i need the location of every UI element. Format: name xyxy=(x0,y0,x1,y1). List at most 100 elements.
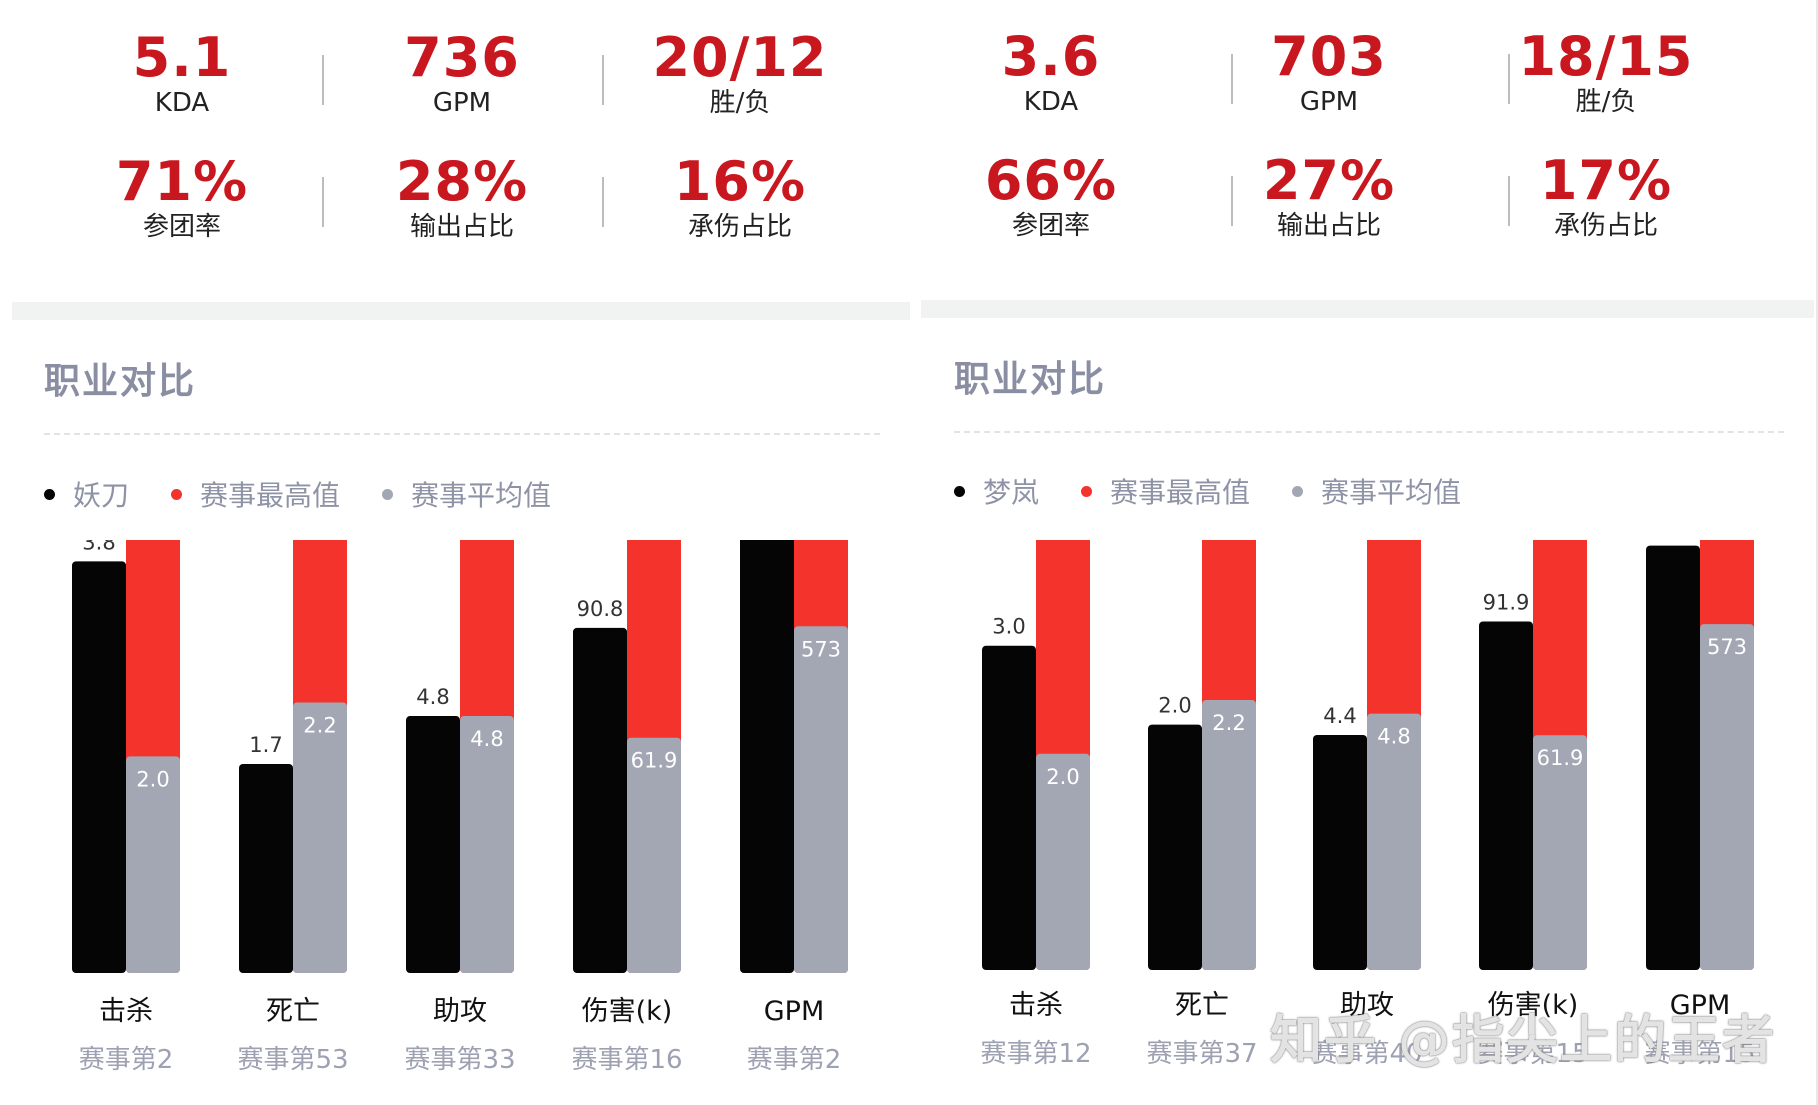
rank-label-0: 赛事第2 xyxy=(79,1045,174,1075)
stat-tank-share: 16% 承伤占比 xyxy=(600,152,880,243)
stat-win-loss: 18/15 胜/负 xyxy=(1466,25,1746,118)
stat-label: 参团率 xyxy=(1011,211,1090,241)
legend-dot xyxy=(1292,485,1304,497)
section-title: 职业对比 xyxy=(44,361,197,402)
stat-label: GPM xyxy=(432,88,492,118)
category-label-0: 击杀 xyxy=(99,996,153,1027)
value-label-avg-3: 61.9 xyxy=(1537,746,1584,770)
legend-dot xyxy=(1081,485,1093,497)
legend-item-max: 赛事最高值 xyxy=(1081,471,1250,511)
stat-value: 28% xyxy=(395,150,529,213)
category-label-2: 助攻 xyxy=(433,996,487,1027)
bar-avg-2 xyxy=(460,716,514,973)
stat-label: GPM xyxy=(1299,87,1359,117)
bar-avg-2 xyxy=(1367,713,1421,970)
bar-player-0 xyxy=(982,645,1036,970)
stat-label: 输出占比 xyxy=(1276,211,1381,241)
stat-tank-share: 17% 承伤占比 xyxy=(1466,149,1746,242)
stat-label: 参团率 xyxy=(142,212,221,242)
stat-label: 输出占比 xyxy=(409,212,514,242)
value-label-avg-4: 573 xyxy=(1707,635,1747,659)
chart-svg: 3.84.22.0击杀赛事第21.73.72.2死亡赛事第534.88.54.8… xyxy=(72,540,848,1075)
rank-label-4: 赛事第15 xyxy=(1644,1039,1755,1069)
dashed-divider xyxy=(954,431,1784,433)
stat-value: 3.6 xyxy=(1001,25,1101,88)
legend-label: 赛事平均值 xyxy=(411,479,552,512)
legend-label: 赛事最高值 xyxy=(200,479,341,512)
divider xyxy=(1508,176,1510,226)
value-label-player-3: 91.9 xyxy=(1483,590,1530,614)
divider xyxy=(322,55,324,105)
stat-kda: 3.6 KDA xyxy=(911,25,1191,118)
legend-dot xyxy=(382,488,394,500)
bar-player-3 xyxy=(573,627,627,973)
legend-dot xyxy=(44,488,55,500)
rank-label-2: 赛事第33 xyxy=(404,1045,515,1075)
stats-grid: 5.1 KDA 736 GPM 20/12 胜/负 71% 参团率 28% 输出… xyxy=(0,0,909,300)
stat-value: 18/15 xyxy=(1518,25,1694,88)
legend-label: 妖刀 xyxy=(73,479,130,512)
category-label-0: 击杀 xyxy=(1009,990,1063,1021)
rank-label-1: 赛事第37 xyxy=(1146,1039,1257,1069)
section-band xyxy=(921,300,1814,318)
stat-value: 5.1 xyxy=(132,26,232,89)
legend-item-max: 赛事最高值 xyxy=(171,474,340,514)
stat-label: 承伤占比 xyxy=(1553,211,1658,241)
category-label-4: GPM xyxy=(1670,990,1731,1021)
value-label-avg-0: 2.0 xyxy=(1046,765,1079,789)
value-label-player-3: 90.8 xyxy=(577,597,624,621)
chart-legend: 妖刀 赛事最高值 赛事平均值 xyxy=(44,474,593,514)
stat-win-loss: 20/12 胜/负 xyxy=(600,28,880,119)
rank-label-0: 赛事第12 xyxy=(980,1039,1091,1069)
divider xyxy=(602,177,604,227)
bar-avg-3 xyxy=(1533,735,1587,970)
bar-chart-right: 3.04.22.0击杀赛事第122.03.72.2死亡赛事第374.48.54.… xyxy=(909,540,1818,1100)
value-label-avg-1: 2.2 xyxy=(1212,711,1245,735)
value-label-avg-0: 2.0 xyxy=(136,767,169,791)
stats-grid: 3.6 KDA 703 GPM 18/15 胜/负 66% 参团率 27% 输出… xyxy=(909,0,1818,300)
legend-item-avg: 赛事平均值 xyxy=(1292,471,1461,511)
rank-label-3: 赛事第15 xyxy=(1477,1039,1588,1069)
bar-chart-left: 3.84.22.0击杀赛事第21.73.72.2死亡赛事第534.88.54.8… xyxy=(0,540,909,1100)
bar-avg-1 xyxy=(293,702,347,973)
chart-svg: 3.04.22.0击杀赛事第122.03.72.2死亡赛事第374.48.54.… xyxy=(980,540,1756,1069)
category-label-1: 死亡 xyxy=(266,996,320,1027)
value-label-player-1: 1.7 xyxy=(249,733,282,757)
stat-kda: 5.1 KDA xyxy=(42,26,322,119)
right-panel: 3.6 KDA 703 GPM 18/15 胜/负 66% 参团率 27% 输出… xyxy=(909,0,1818,1105)
bar-player-1 xyxy=(1148,724,1202,970)
legend-item-avg: 赛事平均值 xyxy=(382,474,551,514)
stat-label: 胜/负 xyxy=(1575,87,1637,117)
stat-value: 27% xyxy=(1262,149,1396,212)
bar-avg-4 xyxy=(794,626,848,973)
legend-label: 赛事平均值 xyxy=(1321,476,1462,509)
bar-player-1 xyxy=(239,763,293,973)
stat-value: 66% xyxy=(984,149,1118,212)
rank-label-1: 赛事第53 xyxy=(237,1045,348,1075)
value-label-player-2: 4.8 xyxy=(416,685,449,709)
bar-avg-4 xyxy=(1700,624,1754,970)
section-band xyxy=(12,302,910,320)
category-label-3: 伤害(k) xyxy=(1488,990,1579,1021)
category-label-2: 助攻 xyxy=(1340,990,1394,1021)
bar-player-4 xyxy=(1646,545,1700,970)
stat-label: KDA xyxy=(154,88,210,118)
bar-player-2 xyxy=(406,716,460,973)
value-label-avg-2: 4.8 xyxy=(470,727,503,751)
legend-item-player: 妖刀 xyxy=(44,474,129,514)
value-label-player-0: 3.0 xyxy=(992,615,1025,639)
bar-player-4 xyxy=(740,540,794,973)
divider xyxy=(602,55,604,105)
category-label-4: GPM xyxy=(764,996,825,1027)
value-label-player-0: 3.8 xyxy=(82,540,115,554)
stat-gpm: 703 GPM xyxy=(1189,27,1469,118)
legend-label: 赛事最高值 xyxy=(1110,476,1251,509)
category-label-1: 死亡 xyxy=(1175,990,1229,1021)
chart-legend: 梦岚 赛事最高值 赛事平均值 xyxy=(954,471,1503,511)
bar-avg-3 xyxy=(627,737,681,973)
value-label-player-2: 4.4 xyxy=(1323,704,1356,728)
category-label-3: 伤害(k) xyxy=(582,996,673,1027)
stat-damage-share: 28% 输出占比 xyxy=(322,150,602,243)
stat-participation: 66% 参团率 xyxy=(911,149,1191,242)
stat-value: 17% xyxy=(1539,149,1673,212)
